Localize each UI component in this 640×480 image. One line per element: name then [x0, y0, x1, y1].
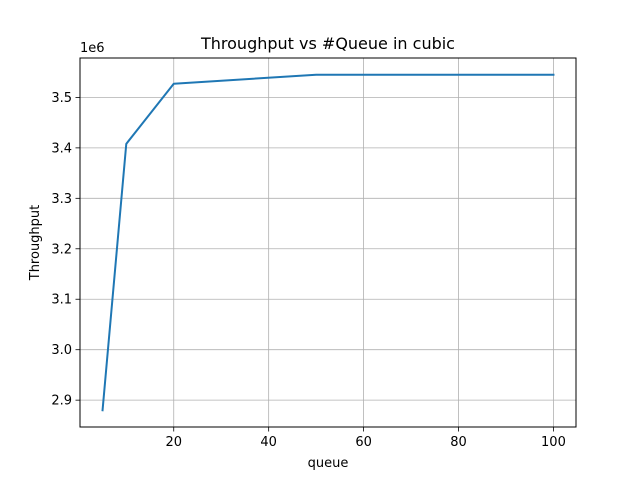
plot-frame [79, 57, 577, 428]
plot-area [80, 58, 576, 427]
chart-title: Throughput vs #Queue in cubic [200, 34, 455, 53]
y-axis-ticks: 2.9 3.0 3.1 3.2 3.3 3.4 3.5 [51, 91, 80, 409]
y-tick-label: 3.0 [51, 343, 72, 358]
y-tick-label: 3.4 [51, 141, 72, 156]
y-axis-label: Throughput [28, 205, 43, 282]
y-tick-label: 3.1 [51, 293, 72, 308]
series-line [101, 73, 555, 412]
x-tick-label: 80 [450, 435, 467, 450]
grid [80, 58, 576, 427]
y-tick-label: 3.2 [51, 242, 72, 257]
x-tick-label: 40 [260, 435, 277, 450]
y-tick-label: 3.3 [51, 192, 72, 207]
x-tick-label: 20 [165, 435, 182, 450]
y-tick-label: 3.5 [51, 91, 72, 106]
y-tick-label: 2.9 [51, 394, 72, 409]
x-tick-label: 60 [355, 435, 372, 450]
x-axis-label: queue [308, 456, 349, 471]
x-tick-label: 100 [541, 435, 566, 450]
series-layer [101, 73, 555, 412]
y-offset-label: 1e6 [80, 41, 105, 56]
x-axis-ticks: 20 40 60 80 100 [165, 427, 566, 450]
